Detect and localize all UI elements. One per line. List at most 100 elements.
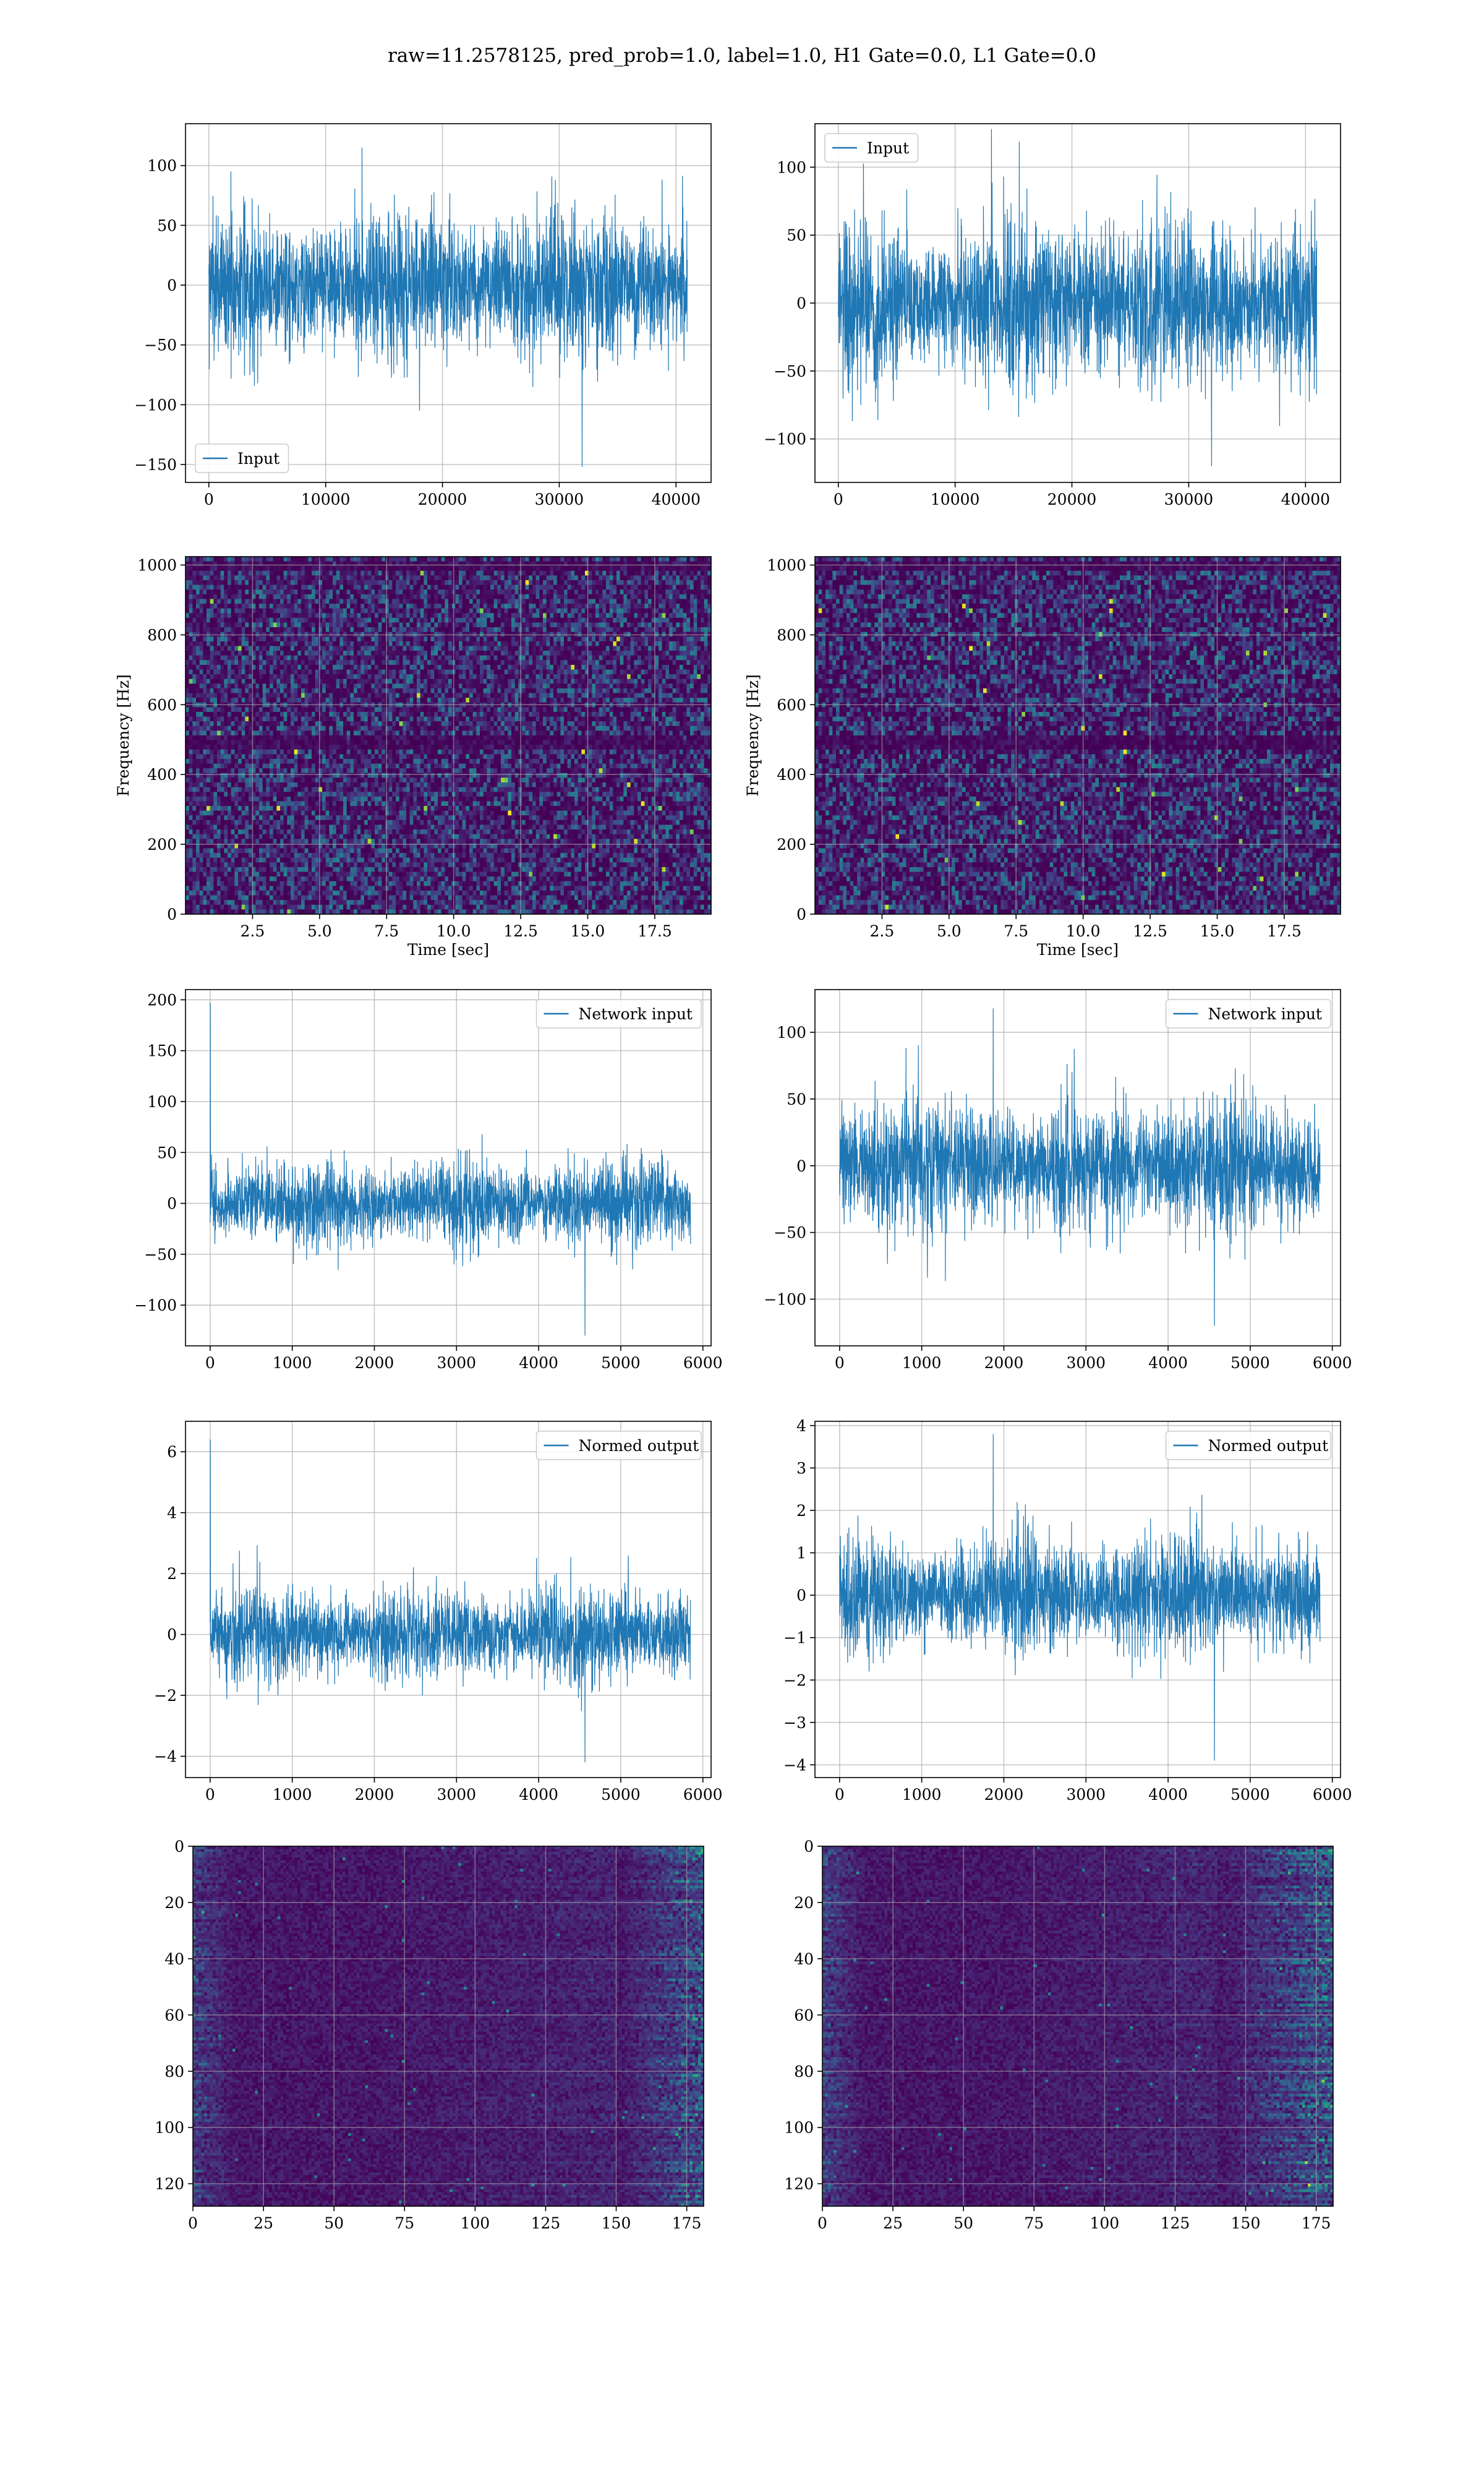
spectrogram-cell	[368, 557, 372, 562]
spectrogram-cell	[445, 557, 448, 562]
spectrogram-cell	[315, 557, 319, 562]
spectrogram-cell	[676, 562, 680, 567]
spectrogram-cell	[336, 566, 340, 571]
spectrogram-cell	[585, 566, 589, 571]
spectrogram-cell	[228, 562, 231, 567]
spectrogram-cell	[357, 557, 361, 562]
spectrogram-cell	[564, 562, 568, 567]
spectrogram-cell	[641, 566, 645, 571]
spectrogram-cell	[210, 571, 214, 576]
spectrogram-cell	[634, 557, 638, 562]
spectrogram-cell	[186, 557, 189, 562]
spectrogram-cell	[683, 566, 687, 571]
spectrogram-cell	[326, 566, 330, 571]
spectrogram-cell	[480, 566, 484, 571]
spectrogram-cell	[648, 562, 652, 567]
spectrogram-cell	[501, 557, 505, 562]
spectrogram-cell	[463, 562, 466, 567]
spectrogram-cell	[484, 562, 487, 567]
spectrogram-cell	[673, 562, 676, 567]
spectrogram-cell	[431, 557, 435, 562]
spectrogram-cell	[473, 562, 477, 567]
spectrogram-cell	[568, 566, 571, 571]
spectrogram-cell	[644, 566, 648, 571]
spectrogram-cell	[291, 566, 294, 571]
spectrogram-cell	[276, 566, 280, 571]
spectrogram-cell	[315, 571, 319, 576]
spectrogram-cell	[547, 566, 550, 571]
spectrogram-cell	[396, 562, 399, 567]
spectrogram-cell	[242, 566, 245, 571]
spectrogram-cell	[445, 566, 448, 571]
spectrogram-cell	[610, 557, 613, 562]
spectrogram-cell	[403, 566, 406, 571]
spectrogram-cell	[375, 562, 378, 567]
spectrogram-cell	[585, 562, 589, 567]
spectrogram-cell	[245, 557, 249, 562]
spectrogram-cell	[270, 562, 273, 567]
spectrogram-cell	[238, 557, 242, 562]
spectrogram-cell	[480, 557, 484, 562]
spectrogram-cell	[231, 557, 235, 562]
x-tick-label: 10000	[301, 490, 351, 508]
spectrogram-cell	[676, 557, 680, 562]
spectrogram-cell	[613, 566, 616, 571]
spectrogram-cell	[385, 562, 389, 567]
spectrogram-cell	[581, 566, 585, 571]
spectrogram-cell	[494, 566, 498, 571]
spectrogram-cell	[336, 557, 340, 562]
spectrogram-cell	[192, 557, 196, 562]
spectrogram-cell	[497, 562, 501, 567]
spectrogram-cell	[326, 557, 330, 562]
spectrogram-cell	[196, 571, 200, 576]
spectrogram-cell	[186, 571, 189, 576]
spectrogram-cell	[466, 566, 469, 571]
spectrogram-cell	[406, 571, 410, 576]
spectrogram-cell	[662, 566, 666, 571]
spectrogram-cell	[294, 562, 298, 567]
spectrogram-cell	[336, 562, 340, 567]
spectrogram-cell	[669, 557, 673, 562]
spectrogram-cell	[312, 562, 315, 567]
spectrogram-cell	[694, 562, 697, 567]
spectrogram-cell	[192, 571, 196, 576]
spectrogram-cell	[627, 562, 631, 567]
spectrogram-cell	[297, 571, 301, 576]
spectrogram-cell	[224, 566, 228, 571]
spectrogram-cell	[536, 566, 540, 571]
spectrogram-cell	[511, 566, 515, 571]
spectrogram-cell	[441, 566, 445, 571]
spectrogram-cell	[210, 557, 214, 562]
spectrogram-cell	[686, 562, 690, 567]
spectrogram-cell	[627, 566, 631, 571]
spectrogram-cells	[186, 557, 712, 915]
spectrogram-cell	[291, 557, 294, 562]
spectrogram-cell	[343, 566, 347, 571]
spectrogram-cell	[553, 557, 557, 562]
spectrogram-cell	[424, 566, 427, 571]
x-tick-label: 40000	[652, 490, 701, 508]
spectrogram-cell	[263, 571, 267, 576]
spectrogram-cell	[217, 557, 221, 562]
spectrogram-cell	[613, 557, 616, 562]
spectrogram-cell	[505, 557, 508, 562]
x-tick-label: 40000	[1281, 490, 1331, 508]
spectrogram-cell	[697, 557, 701, 562]
spectrogram-cell	[347, 571, 351, 576]
spectrogram-cell	[231, 562, 235, 567]
spectrogram-cell	[578, 557, 582, 562]
spectrogram-cell	[213, 557, 217, 562]
spectrogram-cell	[662, 557, 666, 562]
spectrogram-cell	[438, 562, 441, 567]
spectrogram-cell	[291, 571, 294, 576]
spectrogram-cell	[599, 557, 603, 562]
spectrogram-cell	[347, 566, 351, 571]
spectrogram-cell	[364, 566, 368, 571]
spectrogram-cell	[213, 566, 217, 571]
spectrogram-cell	[505, 566, 508, 571]
spectrogram-cell	[259, 557, 263, 562]
spectrogram-cell	[526, 562, 529, 567]
spectrogram-cell	[431, 566, 435, 571]
spectrogram-cell	[641, 562, 645, 567]
spectrogram-cell	[396, 557, 399, 562]
